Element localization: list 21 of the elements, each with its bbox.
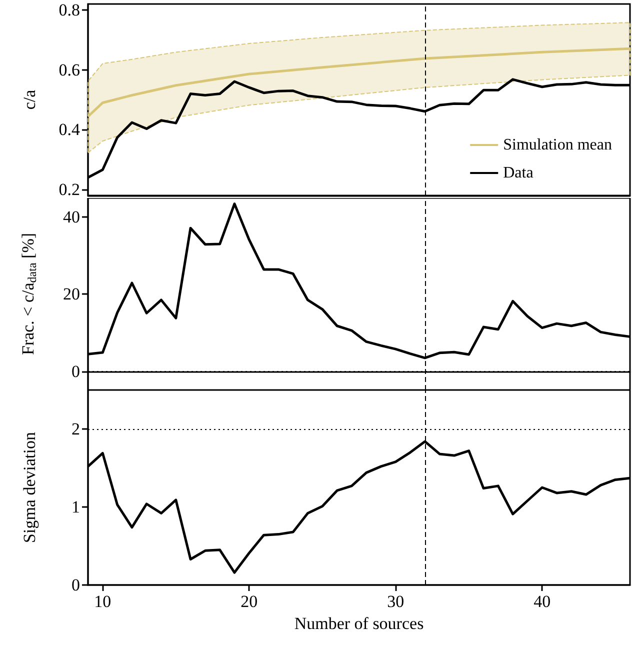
y-tick-label: 0.2 bbox=[58, 180, 80, 199]
y-tick-label: 2 bbox=[72, 420, 80, 438]
y-tick-label: 0 bbox=[72, 362, 80, 381]
y-tick-label: 20 bbox=[63, 284, 80, 304]
y-axis-title: Sigma deviation bbox=[20, 432, 39, 543]
y-tick-label: 0.6 bbox=[58, 60, 80, 80]
legend-label: Simulation mean bbox=[503, 136, 612, 154]
x-axis-title: Number of sources bbox=[294, 614, 424, 633]
y-tick-label: 1 bbox=[72, 498, 80, 516]
y-tick-label: 0.4 bbox=[58, 120, 80, 140]
y-tick-label: 0.8 bbox=[58, 0, 80, 20]
x-tick-label: 20 bbox=[240, 592, 258, 611]
line-series bbox=[86, 47, 632, 118]
x-tick-label: 10 bbox=[94, 592, 112, 611]
y-axis-title: c/a bbox=[20, 89, 39, 110]
x-tick-label: 40 bbox=[534, 592, 551, 611]
x-tick-label: 30 bbox=[387, 592, 404, 611]
y-tick-label: 40 bbox=[63, 207, 80, 226]
y-axis-title: Frac. < c/adata [%] bbox=[18, 232, 39, 356]
legend-label: Data bbox=[503, 164, 534, 182]
y-tick-label: 0 bbox=[72, 576, 80, 594]
